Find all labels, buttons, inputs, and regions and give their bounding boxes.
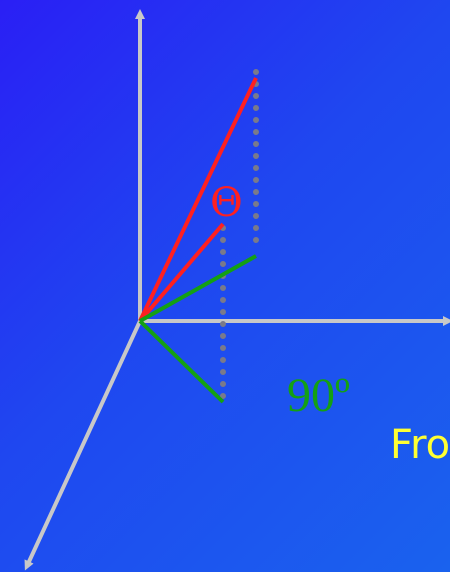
right-angle-label: 90º (287, 369, 350, 422)
side-text: Fro (390, 422, 450, 468)
red-vector-short (138, 222, 225, 323)
z-axis (24, 320, 142, 571)
green-vector-lower (138, 319, 225, 404)
red-vector-long (138, 77, 258, 322)
green-vector-upper (139, 254, 257, 323)
theta-label: Θ (210, 180, 243, 226)
